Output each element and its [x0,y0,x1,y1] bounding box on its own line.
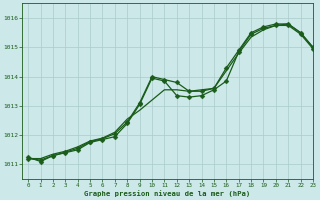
X-axis label: Graphe pression niveau de la mer (hPa): Graphe pression niveau de la mer (hPa) [84,190,251,197]
